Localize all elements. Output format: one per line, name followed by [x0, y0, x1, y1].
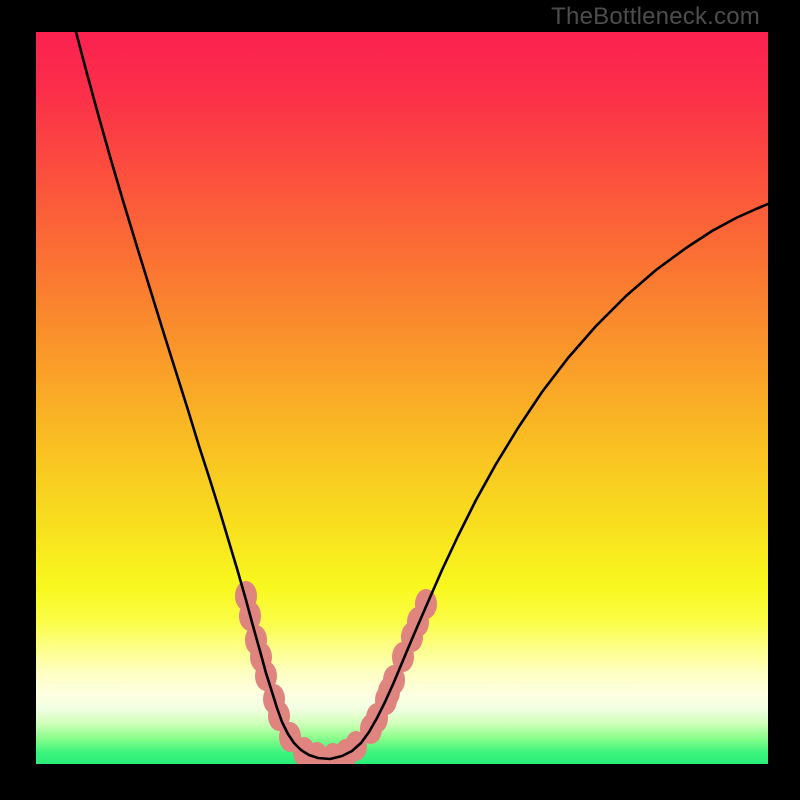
plot-area	[36, 32, 768, 764]
chart-frame: TheBottleneck.com	[0, 0, 800, 800]
frame-border-left	[0, 0, 36, 800]
bottleneck-curve	[76, 32, 768, 759]
curve-layer	[36, 32, 768, 764]
frame-border-right	[768, 0, 800, 800]
watermark-text: TheBottleneck.com	[551, 3, 760, 31]
frame-border-bottom	[0, 764, 800, 800]
